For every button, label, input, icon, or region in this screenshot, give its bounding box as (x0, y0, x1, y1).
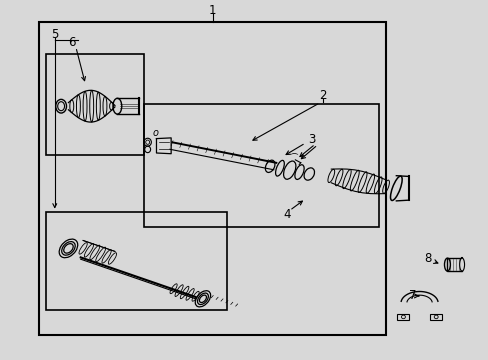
Bar (429, 314, 441, 320)
Text: 6: 6 (68, 36, 76, 49)
Text: 4: 4 (283, 208, 291, 221)
Bar (144, 104, 378, 227)
Bar (46, 212, 227, 310)
Bar (39, 22, 386, 335)
Text: 5: 5 (51, 28, 59, 41)
Text: 7: 7 (408, 289, 416, 302)
Bar (46, 54, 144, 155)
Text: o: o (152, 128, 158, 138)
Ellipse shape (459, 258, 464, 271)
Text: 2: 2 (318, 89, 326, 102)
Text: 8: 8 (424, 252, 431, 265)
Text: 3: 3 (307, 133, 315, 146)
Text: ⁀: ⁀ (289, 154, 296, 163)
Text: 1: 1 (208, 4, 216, 17)
Bar (447, 258, 461, 271)
Bar (396, 314, 408, 320)
